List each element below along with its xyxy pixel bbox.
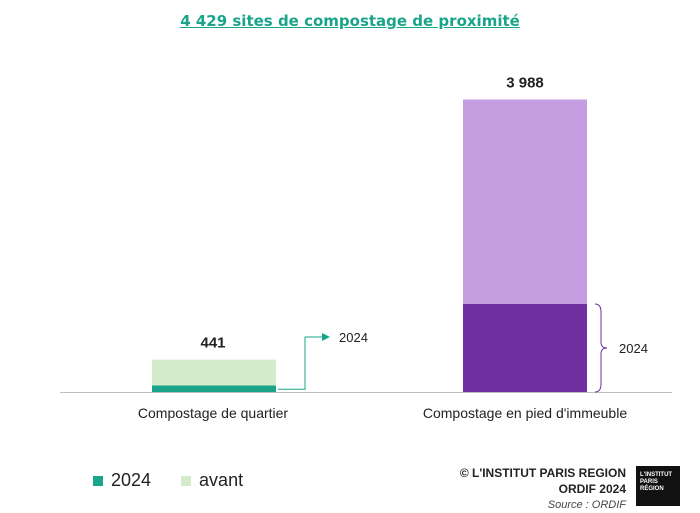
total-label-quartier: 441: [200, 335, 225, 352]
legend-swatch-avant: [181, 475, 192, 486]
annotation-label-quartier: 2024: [339, 330, 368, 345]
logo-line-2: PARIS: [640, 479, 658, 485]
bar-2024-quartier: [152, 385, 276, 392]
bar-avant-quartier: [152, 359, 276, 386]
legend-item-avant: avant: [181, 470, 243, 491]
institut-logo: L'INSTITUT PARIS RÉGION: [636, 466, 680, 506]
annotation-label-immeuble: 2024: [619, 341, 648, 356]
chart-title: 4 429 sites de compostage de proximité: [180, 12, 520, 30]
credits: © L'INSTITUT PARIS REGION ORDIF 2024 Sou…: [430, 465, 626, 513]
legend-label-2024: 2024: [111, 470, 152, 490]
legend: 2024 avant: [93, 470, 273, 491]
legend-item-2024: 2024: [93, 470, 151, 491]
credit-line-2: ORDIF 2024: [558, 482, 626, 496]
bar-2024-immeuble: [463, 304, 587, 392]
annotation-arrow-quartier: [278, 336, 322, 390]
legend-swatch-2024: [93, 475, 103, 486]
total-label-immeuble: 3 988: [506, 75, 544, 92]
logo-line-3: RÉGION: [640, 486, 664, 492]
credit-source: Source : ORDIF: [547, 499, 626, 511]
bar-avant-immeuble: [463, 99, 587, 305]
x-tick-label-immeuble: Compostage en pied d'immeuble: [423, 405, 627, 421]
logo-line-1: L'INSTITUT: [640, 472, 673, 478]
legend-label-avant: avant: [199, 470, 244, 490]
annotation-arrowhead-quartier: [322, 333, 330, 341]
annotation-bracket-immeuble: [594, 303, 608, 393]
x-tick-label-quartier: Compostage de quartier: [138, 405, 289, 421]
credit-line-1: © L'INSTITUT PARIS REGION: [459, 466, 626, 480]
